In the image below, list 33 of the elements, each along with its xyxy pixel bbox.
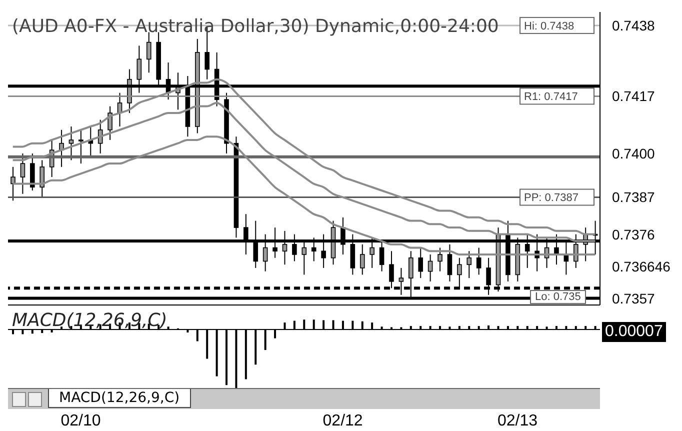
candlestick	[418, 247, 424, 279]
candlestick	[476, 247, 482, 276]
ref-line-label: R1: 0.7417	[524, 91, 578, 104]
chart-title: MACD(12,26,9,C)	[12, 310, 168, 331]
x-tick-label: 02/12	[322, 412, 363, 430]
candlestick	[360, 244, 365, 276]
y-tick-label: 0.7387	[612, 189, 656, 206]
text: 0.00007	[602, 322, 666, 342]
y-tick-label: 0.7357	[612, 290, 656, 306]
candlestick	[428, 254, 433, 282]
annotation: Lo: 0.735	[530, 290, 586, 304]
y-tick-label: 0.7417	[612, 88, 656, 104]
candlestick	[438, 247, 442, 272]
x-tick-label: 02/10	[60, 412, 101, 430]
chart-title: (AUD A0-FX - Australia Dollar,30) Dynamic,0:00-24:00	[12, 16, 499, 37]
y-tick-label: 0.736646	[612, 258, 671, 274]
candlestick	[10, 166, 16, 202]
ref-line-label: Hi: 0.7438	[524, 20, 574, 32]
ref-line-label: PP: 0.7387	[524, 192, 578, 204]
candlestick	[146, 32, 152, 74]
candlestick	[108, 106, 112, 140]
candlestick	[466, 250, 472, 279]
candlestick	[78, 129, 84, 164]
candlestick	[447, 244, 452, 282]
text: MACD(12,26,9,C)	[48, 389, 191, 408]
y-tick-label: 0.7400	[612, 145, 656, 162]
candlestick	[68, 126, 74, 161]
candlestick	[40, 160, 45, 198]
y-tick-label: 0.7376	[612, 226, 656, 242]
candlestick	[20, 152, 26, 194]
y-tick-label: 0.7438	[612, 17, 656, 34]
candlestick	[30, 152, 35, 191]
x-tick-label: 02/13	[497, 412, 538, 430]
